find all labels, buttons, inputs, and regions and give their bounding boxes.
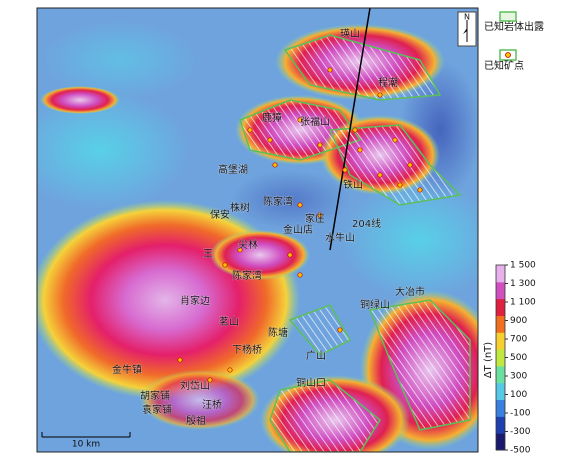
colorbar-swatch — [496, 433, 505, 451]
place-label: 广山 — [306, 350, 326, 362]
legend: 已知岩体出露 已知矿点 — [484, 11, 544, 72]
colorbar-tick-label: 300 — [510, 372, 527, 382]
scale-label: 10 km — [72, 440, 100, 450]
colorbar-swatch — [496, 265, 505, 283]
colorbar-tick-label: 500 — [510, 353, 527, 363]
place-label: 张福山 — [300, 115, 330, 128]
deposit-point — [297, 272, 303, 278]
place-label: 尖林 — [238, 238, 258, 251]
place-label: 铜山口 — [296, 377, 326, 389]
colorbar-swatch — [496, 416, 505, 434]
legend-intrusion: 已知岩体出露 — [484, 20, 544, 33]
deposit-point — [227, 367, 233, 373]
place-label: 金山店 — [283, 223, 313, 236]
colorbar-swatch — [496, 281, 505, 300]
north-label: N — [464, 13, 470, 22]
deposit-point — [392, 137, 398, 143]
colorbar-tick-label: 700 — [510, 335, 527, 345]
place-label: 瑛山 — [340, 27, 360, 40]
deposit-point — [317, 142, 323, 148]
place-label: 水牛山 — [325, 231, 355, 244]
colorbar-title: ΔT (nT) — [483, 342, 494, 378]
place-label: 程潮 — [378, 76, 398, 89]
deposit-point — [222, 262, 228, 268]
colorbar-tick-label: -300 — [510, 427, 531, 437]
deposit-point — [297, 202, 303, 208]
place-label: 王 — [203, 249, 213, 260]
deposit-point — [352, 127, 358, 133]
place-label: 家庄 — [305, 212, 325, 225]
place-label: 株树 — [230, 201, 250, 214]
place-label: 铁山 — [343, 178, 363, 191]
colorbar-tick-label: 1 300 — [510, 279, 536, 289]
north-arrow: N — [457, 11, 477, 47]
place-label: 下杨桥 — [232, 343, 262, 356]
place-label: 陈家湾 — [232, 269, 262, 282]
colorbar-tick-label: 1 500 — [510, 261, 536, 271]
place-label: 大冶市 — [395, 285, 425, 298]
deposit-point — [417, 187, 423, 193]
deposit-point — [327, 67, 333, 73]
colorbar-tick-label: 1 100 — [510, 298, 536, 308]
place-label: 汪桥 — [202, 399, 222, 411]
map-frame — [36, 7, 479, 453]
deposit-point — [357, 147, 363, 153]
deposit-point — [342, 167, 348, 173]
place-label: 陈塘 — [268, 326, 288, 339]
colorbar-tick-label: 900 — [510, 316, 527, 326]
place-label: 肖家边 — [180, 294, 210, 307]
deposit-point — [267, 137, 273, 143]
colorbar-swatch — [496, 332, 505, 350]
place-label: 茗山 — [219, 316, 239, 328]
place-label: 高堡湖 — [218, 163, 248, 176]
colorbar-swatch — [496, 365, 505, 384]
deposit-point — [377, 92, 383, 98]
deposit-point — [407, 162, 413, 168]
place-label: 袁家铺 — [142, 403, 172, 416]
colorbar-swatch — [496, 315, 505, 333]
colorbar-tick-label: -100 — [510, 409, 531, 419]
place-label: 陈家湾 — [263, 195, 293, 208]
deposit-point — [287, 252, 293, 258]
scale-bar: 10 km — [41, 432, 131, 450]
deposit-point — [207, 377, 213, 383]
colorbar-swatch — [496, 382, 505, 401]
colorbar-swatch — [496, 399, 505, 417]
deposit-point — [247, 127, 253, 133]
deposit-point — [377, 172, 383, 178]
place-label: 殷祖 — [186, 414, 206, 427]
colorbar: 1 500 1 300 1 100 900 700 500 300 100 -100 -300 -5… — [495, 261, 536, 456]
deposit-point — [397, 182, 403, 188]
legend-deposit: 已知矿点 — [484, 59, 524, 72]
deposit-point — [177, 357, 183, 363]
colorbar-tick-label: -500 — [510, 446, 531, 456]
colorbar-tick-label: 100 — [510, 390, 527, 400]
deposit-point — [272, 162, 278, 168]
place-label: 保安 — [210, 208, 230, 221]
place-label: 鹿獐 — [262, 111, 282, 124]
place-label: 金牛镇 — [112, 363, 142, 376]
profile-line — [329, 8, 371, 251]
deposit-point — [317, 212, 323, 218]
colorbar-swatch — [496, 349, 505, 367]
colorbar-swatch — [496, 298, 505, 316]
deposit-point — [237, 247, 243, 253]
place-label: 铜绿山 — [360, 298, 390, 311]
deposit-point — [337, 327, 343, 333]
deposits — [177, 67, 423, 383]
place-label: 刘岱山 — [180, 379, 210, 392]
deposit-point — [297, 117, 303, 123]
profile-label: 204线 — [352, 217, 381, 230]
place-label: 胡家铺 — [140, 389, 170, 402]
